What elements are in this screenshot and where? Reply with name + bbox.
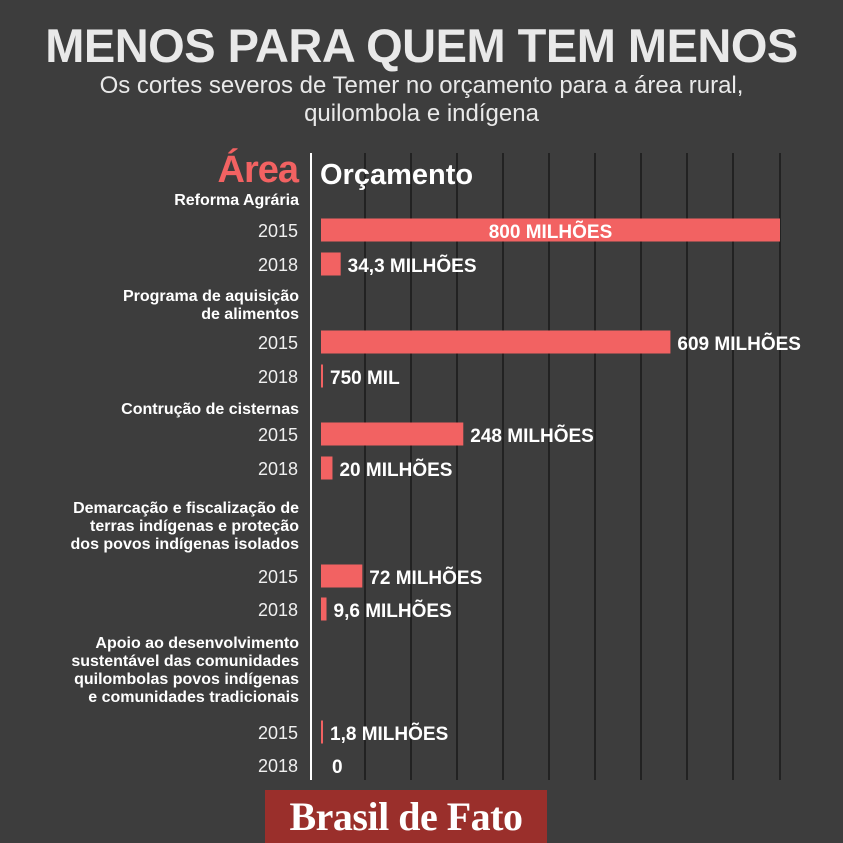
data-label: 800 MILHÕES	[489, 221, 613, 243]
year-label: 2015	[258, 567, 298, 587]
bar	[321, 597, 327, 621]
group-label: Reforma Agrária	[174, 192, 299, 209]
group-label: e comunidades tradicionais	[88, 689, 299, 706]
year-label: 2015	[258, 333, 298, 353]
group-label: terras indígenas e proteção	[90, 518, 299, 535]
data-label: 20 MILHÕES	[339, 459, 452, 481]
group-label: Apoio ao desenvolvimento	[95, 635, 299, 652]
subtitle-line-1: Os cortes severos de Temer no orçamento …	[99, 72, 744, 99]
data-label: 34,3 MILHÕES	[348, 255, 477, 277]
bar	[321, 218, 780, 242]
group-label: de alimentos	[201, 306, 299, 323]
group-label: Programa de aquisição	[123, 288, 299, 305]
chart-subtitle: Os cortes severos de Temer no orçamento …	[60, 72, 783, 128]
year-label: 2015	[258, 221, 298, 241]
year-label: 2018	[258, 756, 298, 776]
bar	[321, 456, 333, 480]
data-label: 72 MILHÕES	[369, 567, 482, 589]
year-label: 2015	[258, 723, 298, 743]
bar	[321, 364, 323, 388]
group-label: sustentável das comunidades	[71, 653, 299, 670]
group-label: Contrução de cisternas	[121, 401, 299, 418]
category-header: Área	[218, 147, 300, 191]
bar	[321, 330, 671, 354]
bar	[321, 720, 323, 744]
year-label: 2015	[258, 425, 298, 445]
brasil-de-fato-logo: Brasil de Fato	[265, 790, 547, 843]
data-label: 1,8 MILHÕES	[330, 723, 448, 745]
subtitle-line-2: quilombola e indígena	[304, 100, 539, 127]
group-label: quilombolas povos indígenas	[74, 671, 299, 688]
year-label: 2018	[258, 255, 298, 275]
group-label: Demarcação e fiscalização de	[73, 500, 299, 517]
value-header: Orçamento	[320, 159, 473, 191]
year-label: 2018	[258, 600, 298, 620]
bar	[321, 422, 464, 446]
chart-marks: Reforma Agrária 2015 800 MILHÕES 2018 34,3 M…	[71, 192, 801, 778]
data-label: 750 MIL	[330, 368, 400, 389]
data-label: 248 MILHÕES	[470, 425, 594, 447]
gridlines	[364, 153, 781, 780]
chart-title: MENOS PARA QUEM TEM MENOS	[45, 19, 798, 72]
bar	[321, 252, 341, 276]
bar	[321, 564, 363, 588]
data-label: 9,6 MILHÕES	[334, 600, 452, 622]
year-label: 2018	[258, 367, 298, 387]
data-label: 0	[332, 757, 343, 778]
group-label: dos povos indígenas isolados	[71, 536, 300, 553]
data-label: 609 MILHÕES	[677, 333, 801, 355]
year-label: 2018	[258, 459, 298, 479]
